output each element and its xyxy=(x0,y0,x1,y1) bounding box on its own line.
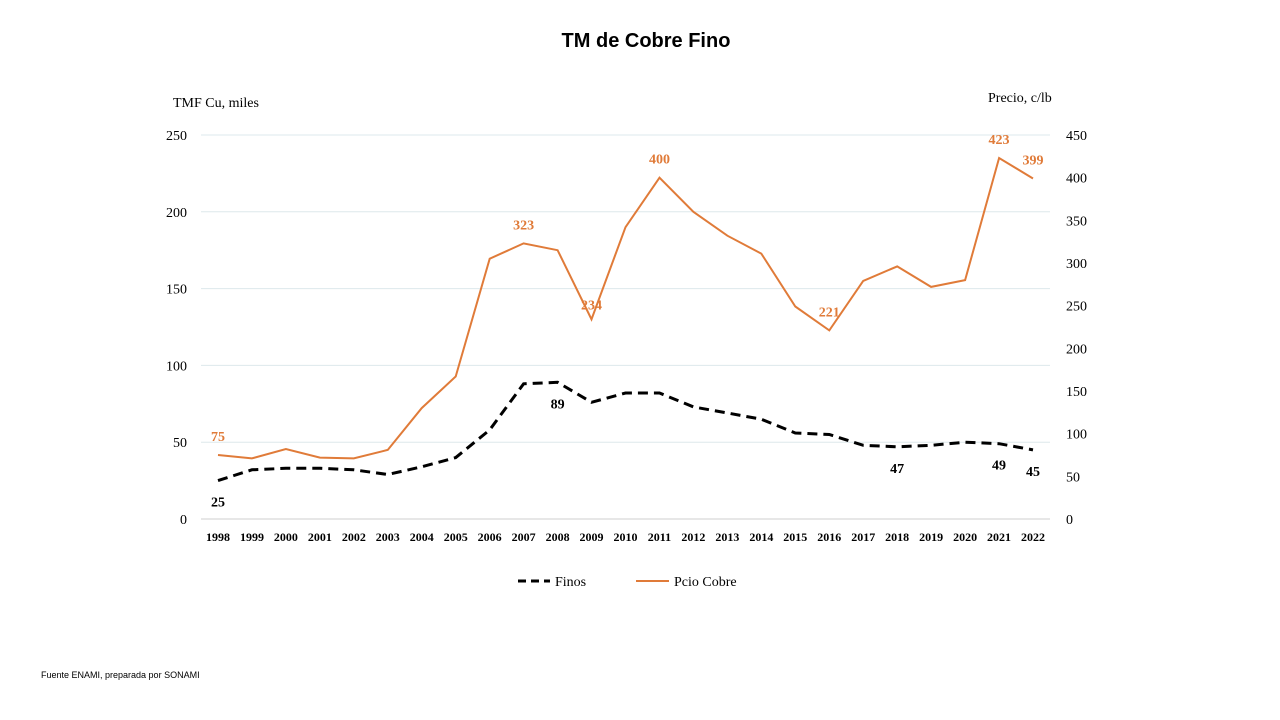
data-label-pcio-cobre: 323 xyxy=(513,218,534,233)
y-tick-label-left: 100 xyxy=(166,359,187,374)
y-tick-label-right: 0 xyxy=(1066,513,1073,528)
data-label-pcio-cobre: 399 xyxy=(1023,154,1044,169)
y-tick-label-right: 300 xyxy=(1066,257,1087,272)
x-tick-label: 2004 xyxy=(410,530,434,544)
x-tick-label: 2020 xyxy=(953,530,977,544)
y-tick-label-right: 100 xyxy=(1066,428,1087,443)
x-tick-label: 2017 xyxy=(851,530,875,544)
x-tick-label: 2015 xyxy=(783,530,807,544)
series-line-pcio-cobre xyxy=(217,156,1034,460)
legend-label-finos: Finos xyxy=(555,575,586,590)
x-tick-label: 2003 xyxy=(376,530,400,544)
x-tick-label: 1999 xyxy=(240,530,264,544)
source-note: Fuente ENAMI, preparada por SONAMI xyxy=(41,670,200,680)
data-label-finos: 47 xyxy=(890,462,904,477)
x-tick-label: 2006 xyxy=(478,530,502,544)
y-tick-label-right: 50 xyxy=(1066,470,1080,485)
data-label-finos: 45 xyxy=(1026,465,1040,480)
x-tick-label: 2011 xyxy=(648,530,671,544)
x-tick-label: 2021 xyxy=(987,530,1011,544)
y-tick-label-right: 250 xyxy=(1066,300,1087,315)
data-label-pcio-cobre: 221 xyxy=(819,305,840,320)
data-label-finos: 49 xyxy=(992,459,1006,474)
y-tick-label-right: 350 xyxy=(1066,214,1087,229)
data-label-pcio-cobre: 234 xyxy=(581,298,602,313)
y-tick-label-right: 200 xyxy=(1066,342,1087,357)
y-tick-label-left: 50 xyxy=(173,436,187,451)
x-tick-label: 2016 xyxy=(817,530,841,544)
data-label-finos: 25 xyxy=(211,496,225,511)
gridlines xyxy=(201,134,1050,520)
x-tick-label: 2010 xyxy=(614,530,638,544)
x-tick-label: 2012 xyxy=(681,530,705,544)
y-tick-label-left: 0 xyxy=(180,513,187,528)
legend: Finos Pcio Cobre xyxy=(518,575,737,590)
data-label-pcio-cobre: 75 xyxy=(211,430,225,445)
x-tick-label: 2022 xyxy=(1021,530,1045,544)
y-tick-label-left: 150 xyxy=(166,283,187,298)
data-label-finos: 89 xyxy=(551,397,565,412)
series-line-finos xyxy=(217,380,1034,483)
y-tick-label-right: 450 xyxy=(1066,129,1087,144)
x-tick-label: 2018 xyxy=(885,530,909,544)
series-lines xyxy=(217,156,1034,483)
y-axis-label-right: Precio, c/lb xyxy=(988,91,1052,106)
y-tick-label-right: 150 xyxy=(1066,385,1087,400)
data-labels: 25 89 47 49 45 75 323 234 400 221 423 399 xyxy=(211,133,1044,511)
y-tick-label-right: 400 xyxy=(1066,172,1087,187)
y-ticks-right: 0 50 100 150 200 250 300 350 400 450 xyxy=(1066,129,1087,528)
chart-title: TM de Cobre Fino xyxy=(561,30,731,52)
x-tick-label: 1998 xyxy=(206,530,230,544)
x-tick-label: 2001 xyxy=(308,530,332,544)
data-label-pcio-cobre: 400 xyxy=(649,153,670,168)
data-label-pcio-cobre: 423 xyxy=(989,133,1010,148)
y-axis-label-left: TMF Cu, miles xyxy=(173,96,259,111)
x-tick-label: 2002 xyxy=(342,530,366,544)
x-tick-label: 2019 xyxy=(919,530,943,544)
x-tick-label: 2013 xyxy=(715,530,739,544)
x-ticks: 1998 1999 2000 2001 2002 2003 2004 2005 2006 2007… xyxy=(206,530,1045,544)
x-tick-label: 2008 xyxy=(546,530,570,544)
legend-label-pcio-cobre: Pcio Cobre xyxy=(674,575,737,590)
y-tick-label-left: 200 xyxy=(166,206,187,221)
x-tick-label: 2007 xyxy=(512,530,536,544)
y-tick-label-left: 250 xyxy=(166,129,187,144)
y-ticks-left: 0 50 100 150 200 250 xyxy=(166,129,187,528)
x-tick-label: 2000 xyxy=(274,530,298,544)
x-tick-label: 2005 xyxy=(444,530,468,544)
x-tick-label: 2009 xyxy=(580,530,604,544)
x-tick-label: 2014 xyxy=(749,530,773,544)
